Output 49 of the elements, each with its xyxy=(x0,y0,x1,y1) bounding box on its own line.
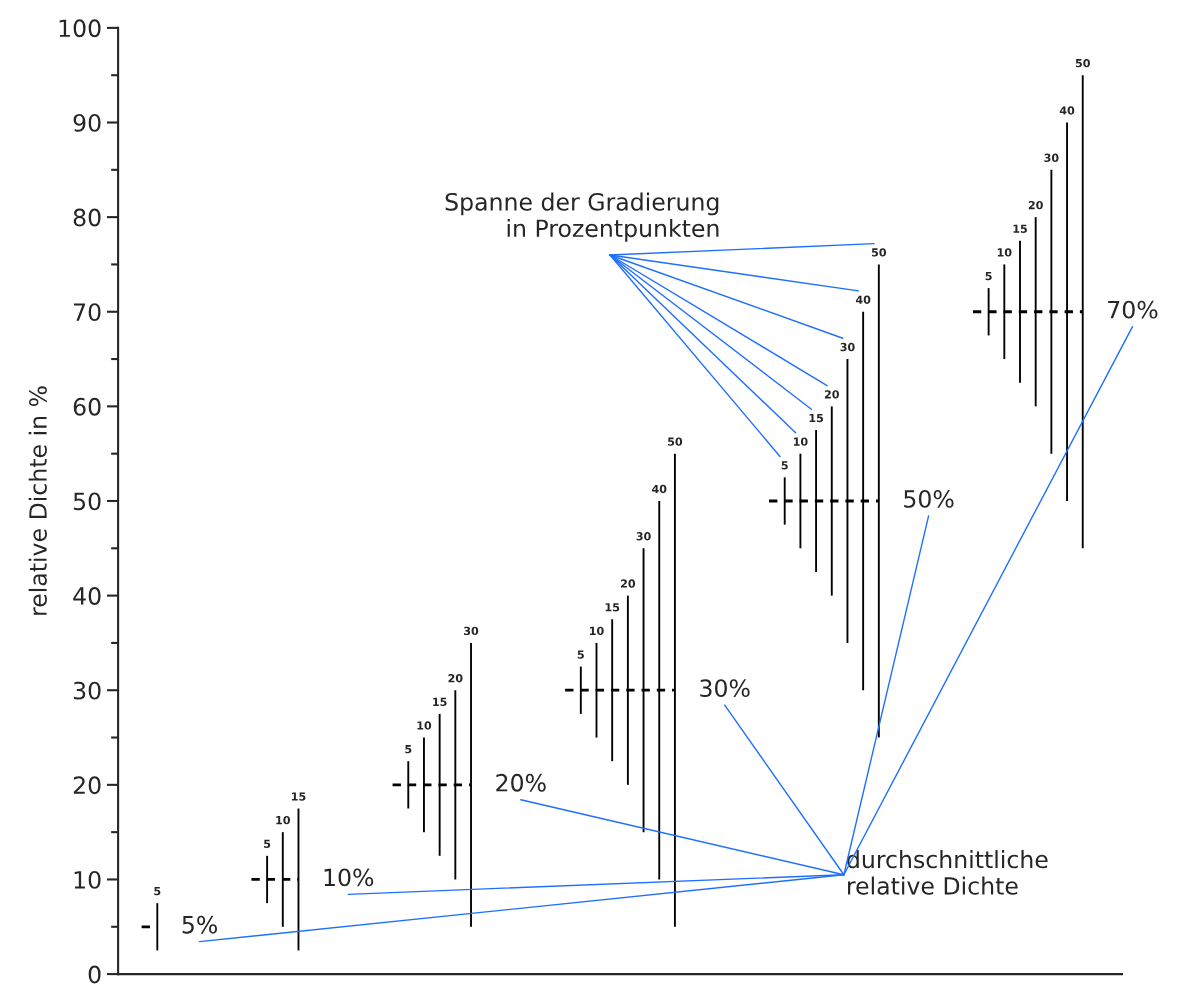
data-label: 15 xyxy=(1013,224,1027,233)
series-label: 30% xyxy=(700,679,750,698)
data-label: 20 xyxy=(1028,200,1043,210)
data-label: 15 xyxy=(292,792,306,801)
data-label: 30 xyxy=(1044,153,1059,162)
data-label: 30 xyxy=(464,626,479,636)
y-tick-label: 0 xyxy=(88,965,101,984)
y-axis-title: relative Dichte in % xyxy=(28,386,47,615)
data-label: 20 xyxy=(824,390,839,399)
data-label: 20 xyxy=(621,579,636,588)
data-label: 50 xyxy=(668,437,683,446)
y-tick-label: 90 xyxy=(73,113,101,132)
series-label: 50% xyxy=(904,489,954,508)
data-label: 5 xyxy=(405,745,412,754)
data-label: 5 xyxy=(264,839,271,848)
y-tick-label: 20 xyxy=(73,776,101,795)
y-tick-label: 10 xyxy=(74,870,101,889)
data-label: 10 xyxy=(997,248,1012,257)
data-label: 40 xyxy=(1059,106,1075,115)
y-tick-label: 60 xyxy=(73,397,101,416)
data-label: 10 xyxy=(793,437,808,446)
series-label: 10% xyxy=(324,868,374,887)
y-tick-label: 80 xyxy=(73,208,101,227)
data-label: 10 xyxy=(417,721,432,730)
y-tick-label: 50 xyxy=(73,492,101,511)
data-label: 40 xyxy=(855,295,871,304)
data-label: 30 xyxy=(636,532,651,541)
annotation: Spanne der Gradierung in Prozentpunkten xyxy=(445,192,719,242)
data-label: 5 xyxy=(577,650,584,659)
data-label: 5 xyxy=(985,272,992,281)
data-label: 15 xyxy=(809,413,824,423)
series-label: 5% xyxy=(182,915,217,934)
data-label: 5 xyxy=(781,461,788,470)
y-tick-label: 70 xyxy=(74,303,101,322)
data-label: 50 xyxy=(871,248,887,257)
data-label: 15 xyxy=(605,603,620,612)
data-label: 10 xyxy=(276,815,290,825)
y-tick-label: 100 xyxy=(59,19,101,38)
data-label: 10 xyxy=(590,626,604,636)
data-label: 40 xyxy=(652,484,667,494)
series-label: 20% xyxy=(496,773,546,792)
series-label: 70% xyxy=(1108,300,1158,319)
y-tick-label: 30 xyxy=(73,681,101,700)
data-label: 5 xyxy=(154,887,161,896)
data-label: 20 xyxy=(448,673,463,683)
data-label: 15 xyxy=(433,697,447,707)
data-label: 30 xyxy=(840,342,855,352)
data-label: 50 xyxy=(1075,58,1090,68)
y-tick-label: 40 xyxy=(73,587,101,605)
